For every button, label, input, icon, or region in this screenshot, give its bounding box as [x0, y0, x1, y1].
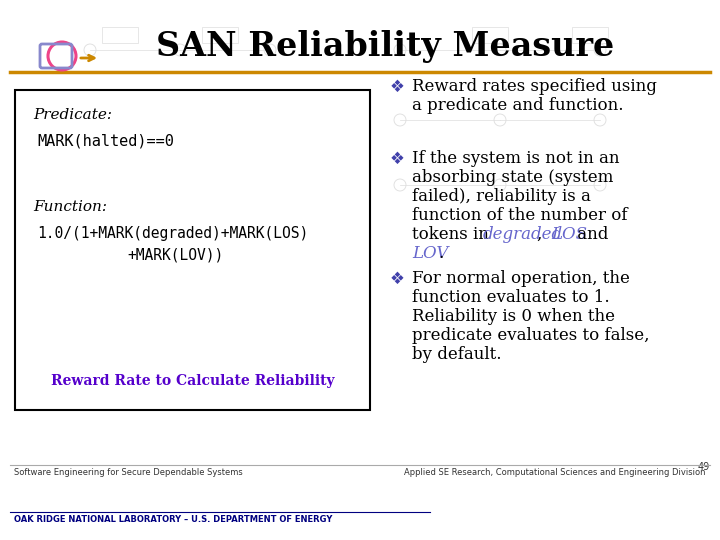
- Text: tokens in: tokens in: [412, 226, 494, 243]
- Text: ,: ,: [537, 226, 548, 243]
- Bar: [202, 27, 238, 43]
- Text: 1.0/(1+MARK(degraded)+MARK(LOS): 1.0/(1+MARK(degraded)+MARK(LOS): [37, 226, 308, 241]
- Text: 49: 49: [698, 462, 710, 472]
- Text: by default.: by default.: [412, 346, 502, 363]
- Text: OAK RIDGE NATIONAL LABORATORY – U.S. DEPARTMENT OF ENERGY: OAK RIDGE NATIONAL LABORATORY – U.S. DEP…: [14, 515, 333, 524]
- Text: ❖: ❖: [390, 150, 405, 168]
- Text: absorbing state (system: absorbing state (system: [412, 169, 613, 186]
- Text: Reward Rate to Calculate Reliability: Reward Rate to Calculate Reliability: [50, 374, 334, 388]
- Text: Function:: Function:: [33, 200, 107, 214]
- Text: +MARK(LOV)): +MARK(LOV)): [127, 248, 223, 263]
- Text: MARK(halted)==0: MARK(halted)==0: [37, 134, 174, 149]
- Text: LOV: LOV: [412, 245, 449, 262]
- FancyBboxPatch shape: [15, 90, 370, 410]
- Text: ❖: ❖: [390, 78, 405, 96]
- Text: degraded: degraded: [483, 226, 563, 243]
- Text: function of the number of: function of the number of: [412, 207, 628, 224]
- Text: LOS: LOS: [552, 226, 588, 243]
- Text: Applied SE Research, Computational Sciences and Engineering Division: Applied SE Research, Computational Scien…: [405, 468, 706, 477]
- Text: Reward rates specified using: Reward rates specified using: [412, 78, 657, 95]
- Text: a predicate and function.: a predicate and function.: [412, 97, 624, 114]
- Text: Reliability is 0 when the: Reliability is 0 when the: [412, 308, 615, 325]
- Text: function evaluates to 1.: function evaluates to 1.: [412, 289, 610, 306]
- Text: .: .: [438, 245, 444, 262]
- Bar: [472, 27, 508, 43]
- Text: ❖: ❖: [390, 270, 405, 288]
- Text: If the system is not in an: If the system is not in an: [412, 150, 619, 167]
- Text: failed), reliability is a: failed), reliability is a: [412, 188, 591, 205]
- Text: Predicate:: Predicate:: [33, 108, 112, 122]
- Bar: [102, 27, 138, 43]
- Bar: [572, 27, 608, 43]
- Text: SAN Reliability Measure: SAN Reliability Measure: [156, 30, 614, 63]
- Text: Software Engineering for Secure Dependable Systems: Software Engineering for Secure Dependab…: [14, 468, 243, 477]
- Text: predicate evaluates to false,: predicate evaluates to false,: [412, 327, 649, 344]
- Text: For normal operation, the: For normal operation, the: [412, 270, 630, 287]
- Text: and: and: [572, 226, 608, 243]
